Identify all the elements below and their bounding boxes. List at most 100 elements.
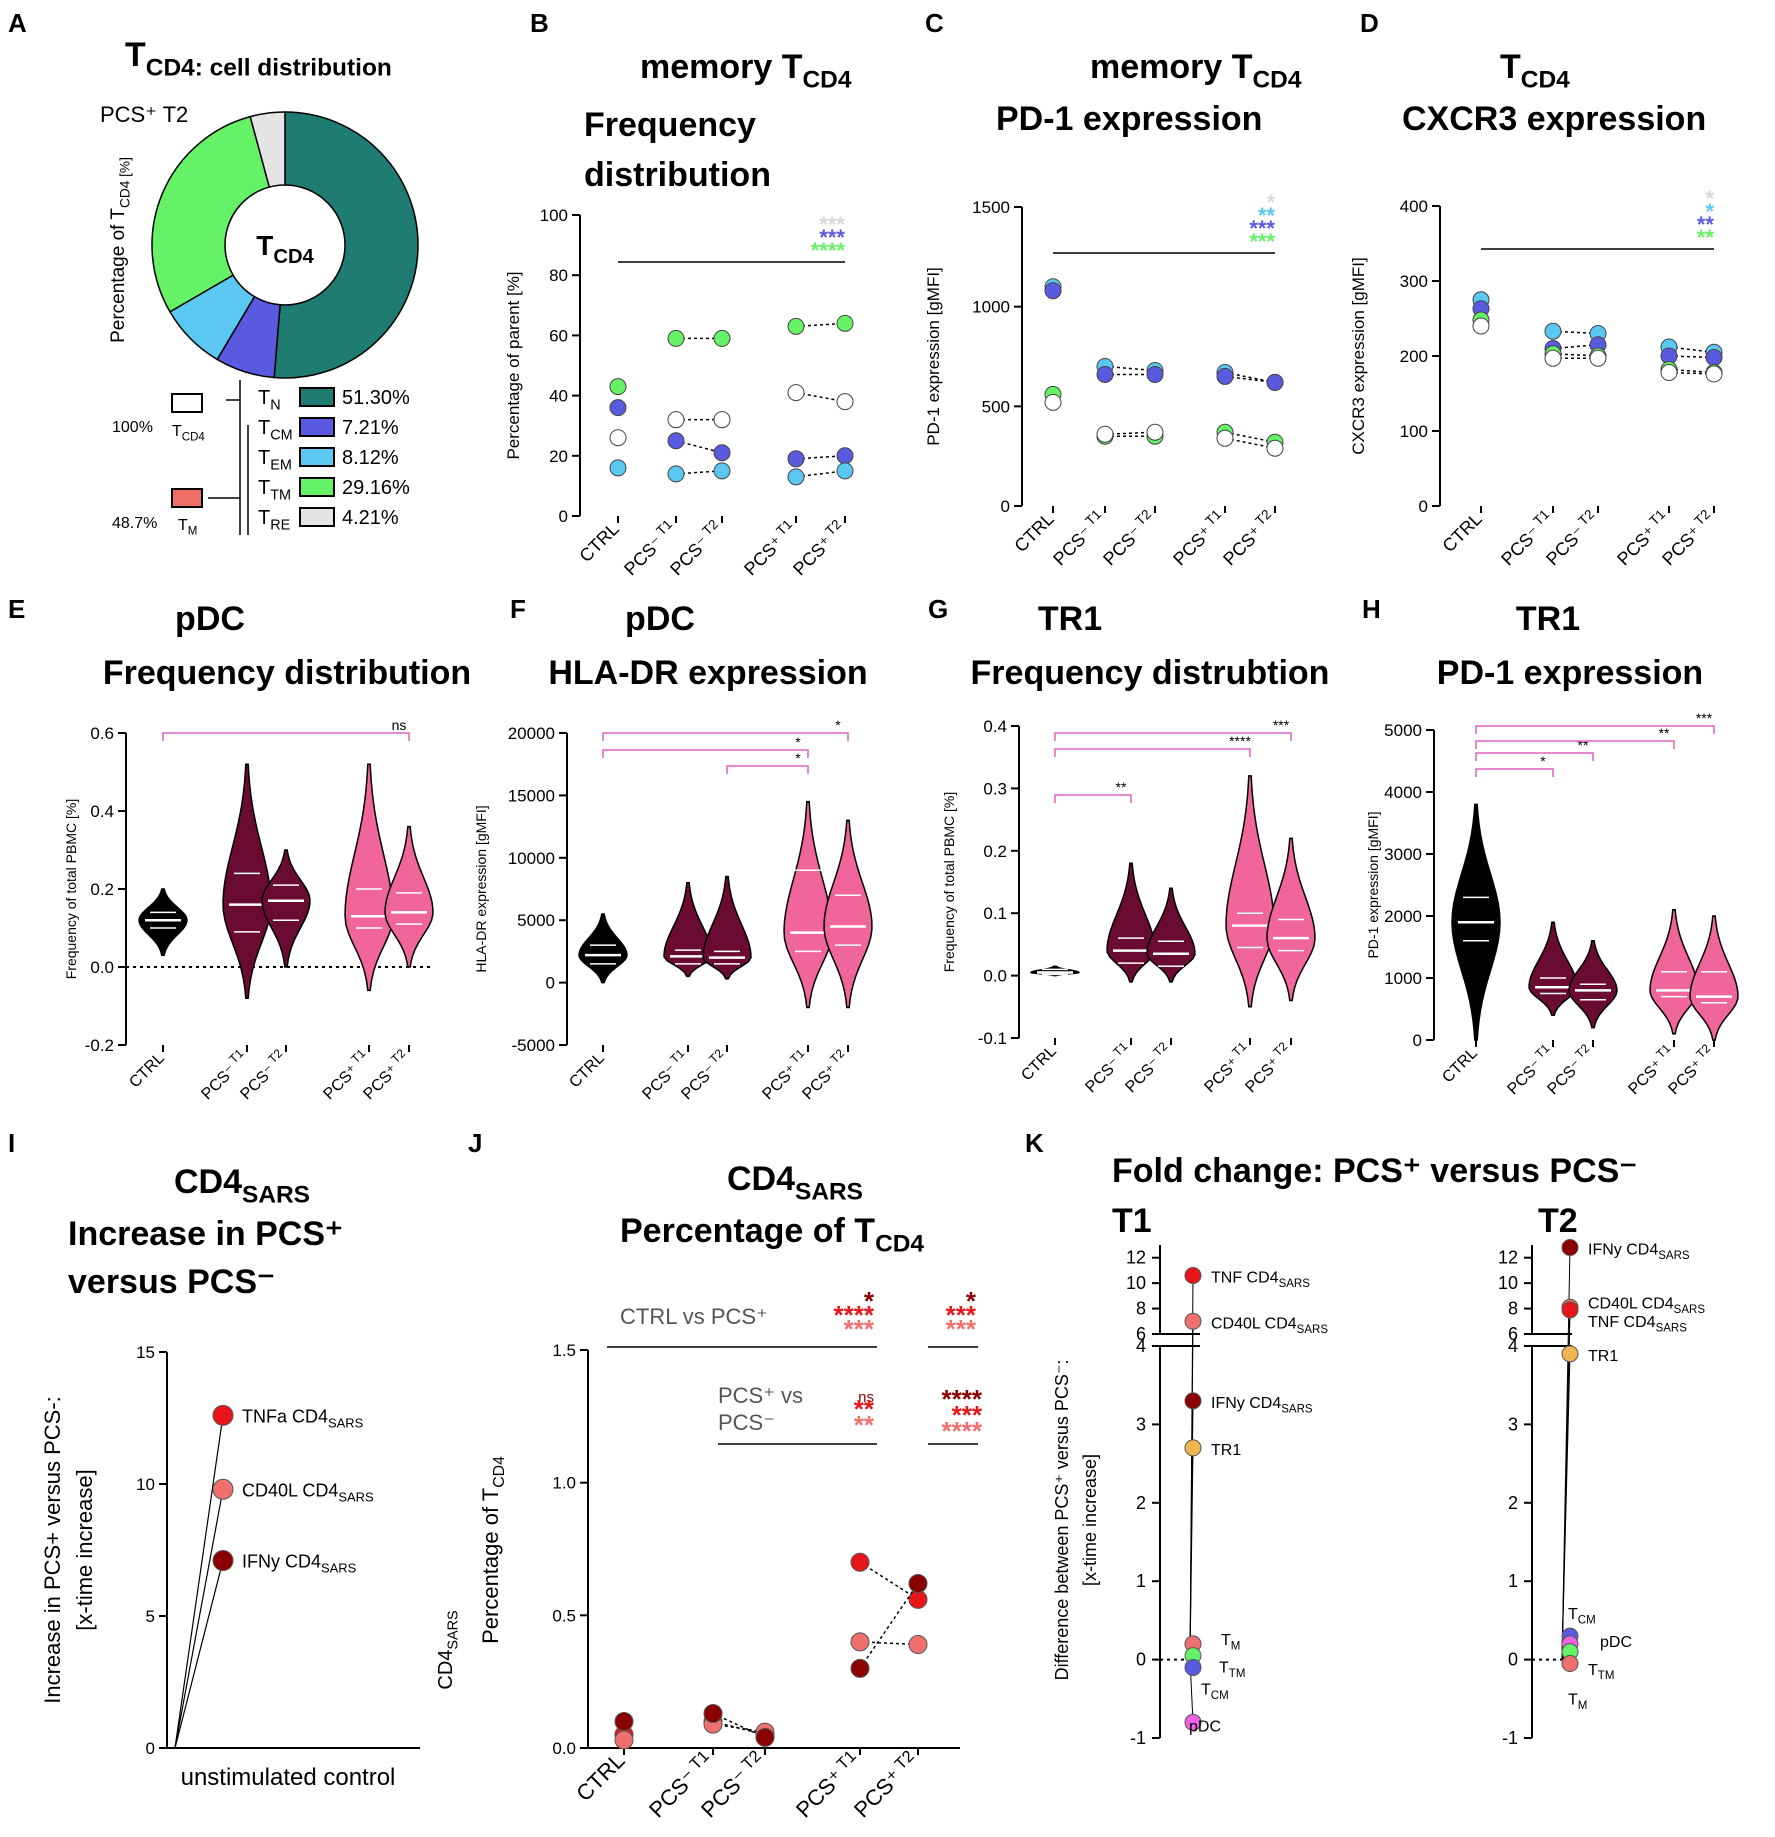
panel-title-line-main: pDC <box>625 600 695 638</box>
legend-swatch <box>299 507 335 527</box>
significance-star: *** <box>819 225 845 250</box>
legend-value: 8.12% <box>342 447 399 469</box>
point-label-main: T <box>1568 1692 1578 1709</box>
y-axis-label: PD-1 expression [gMFI] <box>1365 811 1381 958</box>
data-point-tem <box>609 459 627 477</box>
y-tick-label: 1000 <box>1384 969 1422 988</box>
y-axis-label: HLA-DR expression [gMFI] <box>473 805 489 972</box>
point-label: TNFa CD4SARS <box>242 1406 364 1430</box>
y-tick-label: 0 <box>559 507 568 526</box>
significance-label: * <box>795 734 801 750</box>
panel-title-line: memory TCD4 <box>1090 48 1302 94</box>
panel-title-line-main: memory T <box>640 48 803 86</box>
point-label-main: T <box>1568 1606 1578 1623</box>
data-point <box>1184 1267 1202 1285</box>
point-label-main: IFNy CD4 <box>1588 1242 1658 1259</box>
data-point-tnf <box>850 1552 870 1572</box>
y-tick-label-main: 5000 <box>517 911 555 930</box>
violin-2 <box>702 875 752 980</box>
y-tick-label: -1 <box>1130 1728 1146 1748</box>
panel-title-line-main: pDC <box>175 600 245 638</box>
data-point-tn <box>1705 365 1723 383</box>
data-point-tcm <box>713 444 731 462</box>
hier-bottom-label: TM <box>178 517 197 537</box>
significance-label-main: *** <box>1273 717 1290 733</box>
significance-star: **** <box>942 1384 983 1414</box>
significance-bracket <box>1054 794 1132 803</box>
y-tick-label-main: 500 <box>982 397 1010 416</box>
panel-letter-main: E <box>8 594 25 624</box>
legend-value: 4.21% <box>342 507 399 529</box>
legend-value-main: 51.30% <box>342 387 410 409</box>
point-label: CD40L CD4SARS <box>242 1480 374 1504</box>
data-point-tem <box>667 465 685 483</box>
x-tick-label: CTRL <box>126 1050 168 1092</box>
data-point-tem <box>836 462 854 480</box>
y-axis-label: Difference between PCS⁺ versus PCS⁻: <box>1052 1360 1072 1681</box>
y-tick-label: 1 <box>1136 1571 1146 1591</box>
point-label: pDC <box>1600 1634 1632 1651</box>
point-label: TCM <box>1201 1681 1229 1701</box>
y-tick-label: 4 <box>1136 1336 1146 1356</box>
panel-subtitle-t1-main: T1 <box>1112 1202 1152 1240</box>
y-axis-label-main: PD-1 expression [gMFI] <box>1365 811 1381 958</box>
y-tick-label: 3 <box>1136 1414 1146 1434</box>
y-tick-label: 8 <box>1136 1299 1146 1319</box>
point-label-main: IFNy CD4 <box>1211 1395 1281 1412</box>
trend-line <box>174 1560 224 1749</box>
panel-title-line-sub: SARS <box>795 1179 863 1206</box>
significance-label-main: **** <box>1229 733 1251 749</box>
x-tick-label: PCS⁺ T2 <box>787 517 850 580</box>
y-tick-label: 10 <box>1498 1273 1518 1293</box>
y-tick-label-main: -1 <box>1502 1728 1518 1748</box>
y-tick-label: 20000 <box>508 724 555 743</box>
significance-star: * <box>1266 190 1275 215</box>
y-axis-label-main: [x-time increase] <box>72 1469 97 1630</box>
y-tick-label: 3000 <box>1384 845 1422 864</box>
y-axis-label-main: Difference between PCS⁺ versus PCS⁻: <box>1052 1360 1072 1681</box>
y-tick-label-main: 1.0 <box>552 1474 576 1493</box>
y-tick-label-main: 0.1 <box>983 904 1007 923</box>
comparison-2-label-main: PCS⁺ vs <box>718 1383 803 1408</box>
y-tick-label-main: 0.3 <box>983 779 1007 798</box>
data-point-tcm <box>1044 282 1062 300</box>
y-axis-label-sub: CD4 [%] <box>117 157 132 208</box>
data-point-tn <box>1146 423 1164 441</box>
y-tick-label: 1500 <box>972 198 1010 217</box>
y-tick-label-main: 2 <box>1508 1493 1518 1513</box>
donut-center-label-main: T <box>256 230 273 261</box>
comparison-1-label-main: CTRL vs PCS⁺ <box>620 1304 768 1329</box>
x-tick-label-main: CTRL <box>1018 1043 1060 1085</box>
point-label: pDC <box>1189 1718 1221 1735</box>
point-label-sub: SARS <box>1656 1322 1688 1334</box>
hier-top-percent-main: 100% <box>112 419 153 436</box>
panel-title-line-main: Frequency distrubtion <box>971 654 1330 692</box>
y-tick-label-main: 8 <box>1508 1299 1518 1319</box>
panel-letter: C <box>925 8 944 38</box>
data-point-tn <box>1660 364 1678 381</box>
panel-title-line-sub: SARS <box>242 1182 310 1209</box>
point-label-main: CD40L CD4 <box>1588 1295 1674 1312</box>
panel-title-line: Increase in PCS⁺ <box>68 1215 343 1253</box>
legend-label: TEM <box>258 447 292 474</box>
point-label-sub: SARS <box>1281 1403 1313 1415</box>
y-axis-label-main: Frequency of total PBMC [%] <box>63 799 79 980</box>
significance-star-main: *** <box>946 1300 977 1330</box>
violin-4 <box>823 819 873 1009</box>
legend-label-sub: EM <box>270 458 292 474</box>
data-point-tcm <box>787 450 805 468</box>
y-tick-label: 1 <box>1508 1571 1518 1591</box>
panel-title-line: pDC <box>625 600 695 638</box>
data-point-tn <box>787 384 805 402</box>
tcd4-box <box>171 393 203 413</box>
data-point-ifny <box>703 1704 723 1724</box>
panel-title-line: HLA-DR expression <box>548 654 867 692</box>
significance-star: *** <box>946 1300 977 1330</box>
legend-value-main: 4.21% <box>342 507 399 529</box>
point-label-main: pDC <box>1189 1718 1221 1735</box>
trend-line <box>1189 1447 1194 1660</box>
significance-bracket <box>1475 752 1594 761</box>
point-label: IFNy CD4SARS <box>242 1552 357 1576</box>
data-point-tcm <box>1216 367 1234 385</box>
legend-swatch <box>299 387 335 407</box>
